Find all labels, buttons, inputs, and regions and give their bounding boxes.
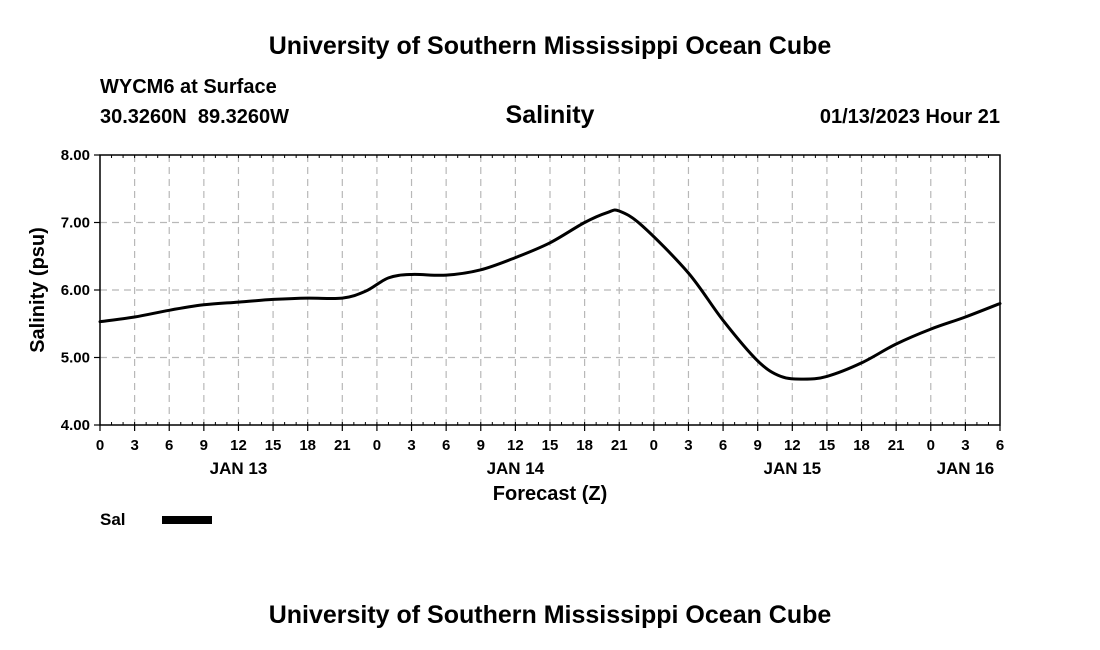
y-tick-label: 4.00 bbox=[61, 417, 90, 434]
day-label: JAN 14 bbox=[487, 459, 545, 478]
x-tick-label: 21 bbox=[888, 437, 905, 454]
x-tick-label: 18 bbox=[576, 437, 593, 454]
y-tick-labels: 4.00 5.00 6.00 7.00 8.00 bbox=[61, 147, 90, 434]
x-tick-label: 0 bbox=[96, 437, 104, 454]
x-tick-label: 18 bbox=[299, 437, 316, 454]
x-tick-label: 6 bbox=[996, 437, 1004, 454]
forecast-datetime: 01/13/2023 Hour 21 bbox=[819, 106, 1000, 128]
series-line-sal bbox=[98, 208, 1002, 381]
x-tick-labels: 0 3 6 9 12 15 18 21 0 3 6 9 12 15 18 21 0 3 6 9 12 15 18 21 0 3 6 bbox=[96, 437, 1004, 454]
day-label: JAN 15 bbox=[763, 459, 821, 478]
day-label: JAN 16 bbox=[937, 459, 995, 478]
x-tick-label: 9 bbox=[477, 437, 485, 454]
x-tick-label: 12 bbox=[507, 437, 524, 454]
legend: Sal bbox=[100, 510, 212, 529]
x-tick-label: 0 bbox=[373, 437, 381, 454]
grid-lines bbox=[100, 155, 1000, 425]
x-tick-label: 0 bbox=[927, 437, 935, 454]
x-tick-label: 12 bbox=[784, 437, 801, 454]
x-tick-label: 6 bbox=[719, 437, 727, 454]
x-tick-label: 3 bbox=[684, 437, 692, 454]
y-tick-label: 6.00 bbox=[61, 282, 90, 299]
y-tick-label: 7.00 bbox=[61, 215, 90, 232]
footer-title: University of Southern Mississippi Ocean… bbox=[268, 601, 832, 629]
x-tick-label: 6 bbox=[165, 437, 173, 454]
y-tick-label: 5.00 bbox=[61, 350, 90, 367]
x-tick-label: 12 bbox=[230, 437, 247, 454]
day-label: JAN 13 bbox=[210, 459, 268, 478]
x-tick-label: 21 bbox=[334, 437, 351, 454]
x-tick-label: 3 bbox=[961, 437, 969, 454]
y-tick-label: 8.00 bbox=[61, 147, 90, 164]
day-labels: JAN 13 JAN 14 JAN 15 JAN 16 bbox=[210, 459, 995, 478]
x-tick-label: 3 bbox=[130, 437, 138, 454]
x-tick-label: 0 bbox=[650, 437, 658, 454]
x-tick-label: 21 bbox=[611, 437, 628, 454]
axis-ticks bbox=[94, 154, 1001, 431]
x-tick-label: 9 bbox=[754, 437, 762, 454]
x-tick-label: 15 bbox=[819, 437, 836, 454]
chart-title: Salinity bbox=[505, 101, 595, 129]
x-tick-label: 9 bbox=[200, 437, 208, 454]
x-tick-label: 15 bbox=[542, 437, 559, 454]
coordinates-label: 30.3260N 89.3260W bbox=[100, 106, 290, 128]
x-axis-label: Forecast (Z) bbox=[493, 483, 607, 505]
legend-label: Sal bbox=[100, 510, 126, 529]
x-tick-label: 3 bbox=[407, 437, 415, 454]
y-axis-label: Salinity (psu) bbox=[27, 227, 49, 353]
x-tick-label: 18 bbox=[853, 437, 870, 454]
x-tick-label: 15 bbox=[265, 437, 282, 454]
station-label: WYCM6 at Surface bbox=[100, 76, 277, 98]
x-tick-label: 6 bbox=[442, 437, 450, 454]
page-title: University of Southern Mississippi Ocean… bbox=[268, 32, 832, 60]
